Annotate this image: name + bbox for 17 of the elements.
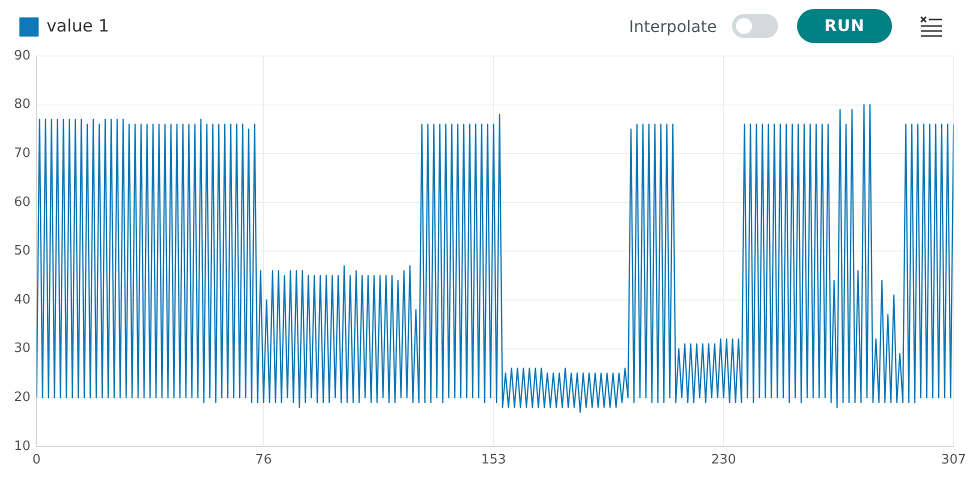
x-tick-label: 153 bbox=[481, 452, 506, 468]
x-tick-label: 307 bbox=[941, 452, 966, 468]
y-tick-label: 60 bbox=[14, 194, 31, 210]
y-tick-label: 30 bbox=[14, 341, 31, 356]
y-tick-label: 90 bbox=[14, 48, 31, 64]
x-tick-label: 0 bbox=[32, 452, 41, 468]
y-tick-label: 40 bbox=[14, 292, 31, 308]
x-tick-label: 76 bbox=[255, 452, 272, 468]
run-button: RUN bbox=[797, 9, 892, 43]
y-tick-label: 80 bbox=[14, 97, 31, 112]
y-tick-label: 70 bbox=[14, 146, 31, 161]
y-tick-label: 10 bbox=[14, 438, 31, 454]
x-tick-label: 230 bbox=[711, 452, 736, 468]
text: Interpolate bbox=[629, 17, 717, 36]
legend-label: value 1 bbox=[46, 16, 110, 36]
y-tick-label: 50 bbox=[14, 244, 31, 259]
y-tick-label: 20 bbox=[14, 390, 31, 405]
